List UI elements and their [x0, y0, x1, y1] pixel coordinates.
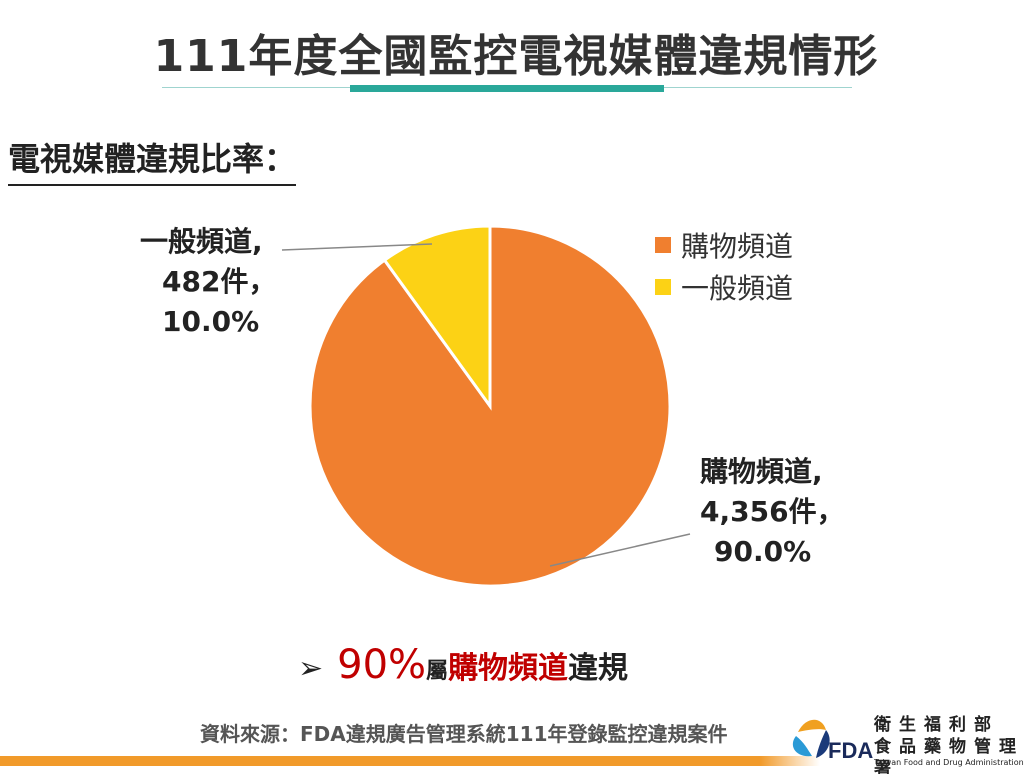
data-label-shopping-count: 4,356件， [700, 495, 845, 528]
key-finding-end: 違規 [568, 651, 629, 686]
legend-swatch-shopping [655, 237, 671, 253]
data-label-shopping: 購物頻道, 4,356件， 90.0% [700, 452, 845, 572]
data-source: 資料來源：FDA違規廣告管理系統111年登錄監控違規案件 [200, 722, 728, 746]
page-title: 111年度全國監控電視媒體違規情形 [153, 31, 879, 82]
data-label-general-pct: 10.0% [162, 305, 260, 338]
footer-bar [0, 756, 790, 766]
logo-english-name: Taiwan Food and Drug Administration [874, 758, 1024, 767]
pie-slice-general [382, 224, 492, 411]
key-finding: ➢ 90% 屬 購物頻道 違規 [298, 642, 628, 688]
key-finding-channel: 購物頻道 [448, 651, 569, 686]
leader-line-general [281, 243, 433, 251]
legend-swatch-general [655, 279, 671, 295]
footer-bar-fade [760, 756, 820, 766]
fda-logo-icon [792, 719, 830, 758]
legend-label-general: 一般頻道 [681, 272, 794, 305]
data-label-general-name: 一般頻道, [140, 225, 263, 258]
logo-agency-name: 衛生福利部 食品藥物管理署 [874, 714, 1032, 774]
legend-item-shopping: 購物頻道 [655, 224, 793, 266]
title-rule-accent [350, 85, 664, 92]
chart-legend: 購物頻道 一般頻道 [655, 224, 793, 308]
logo-fda-text: FDA [828, 738, 874, 763]
logo-agency-line1: 衛生福利部 [874, 715, 999, 735]
logo-agency-line2: 食品藥物管理署 [874, 737, 1024, 774]
data-label-shopping-pct: 90.0% [714, 535, 812, 568]
legend-item-general: 一般頻道 [655, 266, 793, 308]
data-label-shopping-name: 購物頻道, [700, 455, 823, 488]
arrow-bullet-icon: ➢ [298, 651, 324, 686]
key-finding-connector: 屬 [426, 659, 449, 684]
key-finding-percent: 90% [337, 642, 427, 688]
data-label-general: 一般頻道, 482件， 10.0% [140, 222, 276, 342]
section-subtitle: 電視媒體違規比率： [8, 134, 297, 186]
legend-label-shopping: 購物頻道 [681, 230, 794, 263]
data-label-general-count: 482件， [162, 265, 277, 298]
leader-line-shopping [549, 533, 691, 567]
